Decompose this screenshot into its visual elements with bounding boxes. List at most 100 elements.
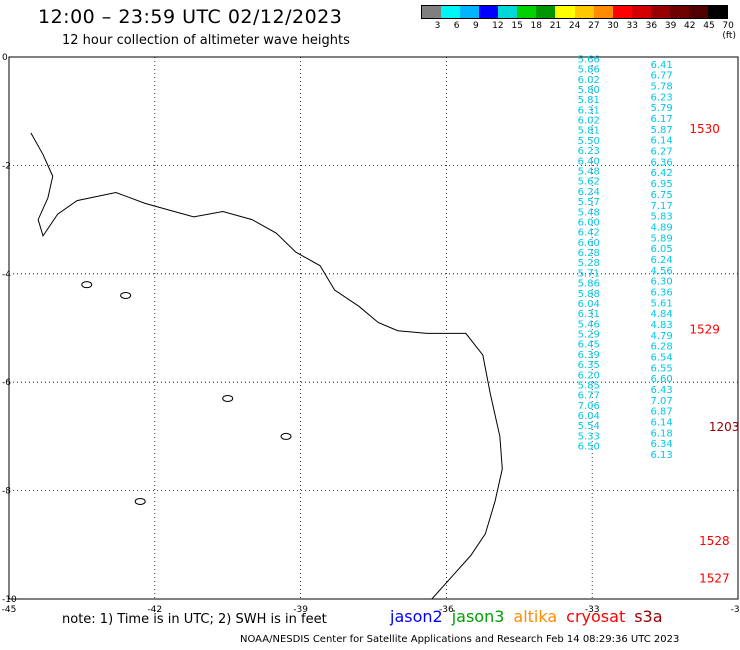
scale-swatch [536, 6, 556, 18]
wave-height-value: 5.85 [578, 380, 600, 391]
wave-height-value: 4.84 [651, 309, 673, 320]
wave-height-value: 6.24 [651, 255, 673, 266]
track-time-markers: 1530 1529 1203 1528 1527 [689, 122, 739, 586]
scale-swatch [555, 6, 575, 18]
wave-height-value: 6.30 [651, 277, 673, 288]
wave-height-value: 6.35 [578, 360, 600, 371]
satellite-name: jason3 [451, 607, 505, 626]
pass-time-marker: 1530 [689, 122, 720, 136]
lat-tick-label: -6 [2, 378, 11, 388]
wave-height-value: 6.02 [578, 116, 600, 127]
wave-height-value: 6.36 [651, 157, 673, 168]
wave-height-value: 6.45 [578, 340, 600, 351]
scale-label: 45 [703, 21, 715, 31]
wave-height-value: 6.14 [651, 136, 673, 147]
wave-height-value: 6.77 [578, 391, 600, 402]
wave-height-value: 5.54 [578, 421, 600, 432]
scale-label: 9 [472, 21, 479, 31]
wave-height-value: 6.95 [651, 179, 673, 190]
scale-swatch [688, 6, 708, 18]
scale-swatch [460, 6, 480, 18]
map-axis-labels: -45 -42 -39 -36 -33 -30 0 -2 -4 -6 -8 -10 [2, 53, 740, 615]
satellite-name: s3a [634, 607, 663, 626]
wave-height-value: 6.43 [651, 385, 673, 396]
wave-height-value: 7.06 [578, 401, 600, 412]
wave-height-value: 5.61 [651, 298, 673, 309]
scale-label: 24 [568, 21, 581, 31]
scale-label: 33 [626, 21, 638, 31]
scale-swatch [612, 6, 632, 18]
scale-label: 3 [434, 21, 441, 31]
wave-height-value: 6.75 [651, 190, 673, 201]
wave-height-value: 6.23 [578, 146, 600, 157]
map-grid [8, 56, 739, 600]
wave-height-value: 6.02 [578, 75, 600, 86]
scale-label: 36 [645, 21, 658, 31]
wave-height-value: 5.81 [578, 126, 600, 137]
wave-height-value: 6.04 [578, 299, 600, 310]
scale-label: 15 [511, 21, 523, 31]
page-title: 12:00 – 23:59 UTC 02/12/2023 [38, 6, 343, 28]
wave-height-value: 5.88 [578, 289, 600, 300]
wave-height-value: 5.80 [578, 85, 600, 96]
satellite-legend: jason2 jason3 altika cryosat s3a [390, 607, 672, 626]
wave-height-value: 5.62 [578, 177, 600, 188]
pass-time-marker: 1529 [689, 322, 720, 336]
pass-time-marker: 1527 [699, 572, 730, 586]
wave-height-value: 6.04 [578, 411, 600, 422]
scale-swatch [441, 6, 461, 18]
credit-footer: NOAA/NESDIS Center for Satellite Applica… [240, 634, 680, 645]
wave-height-value: 6.28 [578, 248, 600, 259]
scale-swatch [631, 6, 651, 18]
wave-height-value: 5.48 [578, 167, 600, 178]
wave-height-value: 5.28 [578, 258, 600, 269]
scale-swatch [593, 6, 613, 18]
wave-height-value: 6.54 [651, 353, 673, 364]
wave-height-value: 6.05 [651, 244, 673, 255]
lat-tick-label: 0 [2, 53, 8, 63]
wave-height-value: 6.28 [651, 342, 673, 353]
scale-label: 42 [684, 21, 696, 31]
coastline [30, 132, 503, 600]
wave-height-value: 6.77 [651, 71, 673, 82]
page-subtitle: 12 hour collection of altimeter wave hei… [62, 33, 350, 48]
wave-height-value: 4.83 [651, 320, 673, 331]
wave-height-value: 5.50 [578, 136, 600, 147]
scale-swatch [650, 6, 670, 18]
lat-tick-label: -2 [2, 161, 11, 171]
island-outline [134, 497, 146, 505]
scale-label: 70 (ft) [722, 21, 736, 41]
wave-height-value: 6.40 [578, 156, 600, 167]
scale-swatch [707, 6, 727, 18]
scale-swatch [669, 6, 689, 18]
wave-height-value: 5.33 [578, 431, 600, 442]
wave-height-value: 5.87 [651, 125, 673, 136]
wave-height-value: 6.23 [651, 92, 673, 103]
wave-height-value: 5.48 [578, 207, 600, 218]
island-outline [120, 291, 132, 299]
satellite-name: altika [513, 607, 558, 626]
color-scale-labels: 3 6 9 12 15 18 21 24 27 30 33 36 39 42 45 70 (ft) [421, 21, 740, 41]
wave-height-value: 5.86 [578, 279, 600, 290]
wave-height-value: 5.29 [578, 330, 600, 341]
wave-height-value: 6.31 [578, 309, 600, 320]
wave-height-value: 6.27 [651, 147, 673, 158]
wave-height-value: 5.71 [578, 268, 600, 279]
scale-label: 39 [664, 21, 677, 31]
lon-tick-label: -33 [585, 605, 600, 615]
wave-height-value: 6.42 [578, 228, 600, 239]
scale-swatch [498, 6, 518, 18]
wave-height-value: 6.17 [651, 114, 673, 125]
wave-height-value: 6.87 [651, 407, 673, 418]
scale-swatch [517, 6, 537, 18]
scale-label: 18 [530, 21, 542, 31]
lat-tick-label: -8 [2, 487, 11, 497]
island-outline [81, 281, 93, 289]
scale-label: 27 [588, 21, 600, 31]
wave-height-value: 6.50 [578, 442, 600, 453]
wave-height-value: 4.89 [651, 222, 673, 233]
wave-height-value: 7.07 [651, 396, 673, 407]
satellite-name: cryosat [566, 607, 626, 626]
wave-height-value: 6.55 [651, 363, 673, 374]
